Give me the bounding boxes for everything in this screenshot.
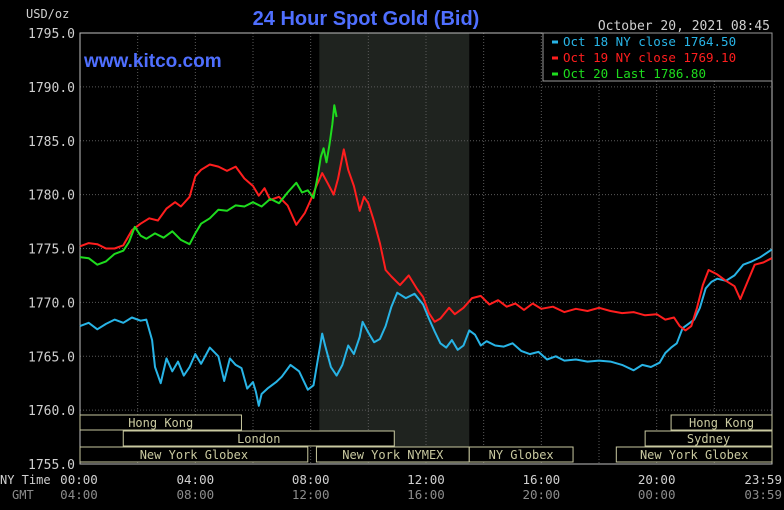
session-bar [615,446,773,463]
y-tick-label: 1790.0 [28,81,75,96]
y-tick-label: 1770.0 [28,296,75,311]
session-label: London [237,432,280,446]
y-tick-label: 1760.0 [28,404,75,419]
x-tick-ny-time: 12:00 [407,472,445,487]
timestamp: October 20, 2021 08:45 [598,19,770,34]
series-line-3 [79,104,338,266]
legend-entry: Oct 20 Last 1786.80 [563,66,706,81]
website-watermark: www.kitco.com [83,51,222,72]
y-tick-label: 1795.0 [28,27,75,42]
x-tick-gmt: 08:00 [177,487,215,502]
x-tick-ny-time: 00:00 [60,472,98,487]
x-tick-gmt: 00:00 [638,487,676,502]
x-axis-gmt-label: GMT [12,488,34,502]
series-line-1 [79,248,773,407]
y-tick-label: 1775.0 [28,243,75,258]
chart-title: 24 Hour Spot Gold (Bid) [253,8,480,30]
x-tick-gmt: 04:00 [60,487,98,502]
session-label: New York Globex [640,448,748,462]
session-label: New York NYMEX [342,448,444,462]
legend-entry: Oct 18 NY close 1764.50 [563,34,736,49]
y-tick-label: 1765.0 [28,350,75,365]
session-bar [122,430,395,447]
session-label: Hong Kong [128,416,193,430]
session-bar [644,430,773,447]
legend-box [542,32,773,82]
session-label: New York Globex [140,448,248,462]
session-label: Hong Kong [689,416,754,430]
x-tick-gmt: 16:00 [407,487,445,502]
x-tick-ny-time: 04:00 [177,472,215,487]
x-tick-ny-time: 16:00 [523,472,561,487]
x-tick-ny-time: 08:00 [292,472,330,487]
session-bar [468,446,574,463]
series-line-2 [79,148,773,332]
session-label: NY Globex [489,448,554,462]
session-bar [79,446,309,463]
market-sessions: Hong Kong Hong Kong London Sydney New York G… [79,414,773,463]
session-bar [670,414,773,431]
plot-frame [79,32,773,465]
x-tick-gmt: 12:00 [292,487,330,502]
x-tick-ny-time: 20:00 [638,472,676,487]
y-axis-unit: USD/oz [26,7,69,21]
session-bar [79,414,242,431]
y-tick-label: 1780.0 [28,189,75,204]
x-tick-ny-time: 23:59 [744,472,782,487]
y-axis-tick-labels: 1795.0 1790.0 1785.0 1780.0 1775.0 1770.0 1765… [28,27,75,473]
legend-entry: Oct 19 NY close 1769.10 [563,50,736,65]
y-tick-label: 1755.0 [28,458,75,473]
x-axis: NY TimeGMT00:0004:0004:0008:0008:0012:00… [0,472,782,502]
x-tick-gmt: 03:59 [744,487,782,502]
y-tick-label: 1785.0 [28,135,75,150]
x-tick-gmt: 20:00 [523,487,561,502]
series-layer [79,104,773,407]
x-axis-ny-time-label: NY Time [0,473,51,487]
session-label: Sydney [687,432,730,446]
